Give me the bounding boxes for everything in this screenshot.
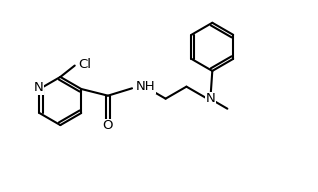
Text: NH: NH: [136, 80, 156, 93]
Text: N: N: [206, 92, 216, 105]
Text: O: O: [103, 119, 113, 132]
Text: Cl: Cl: [78, 58, 91, 71]
Text: N: N: [33, 81, 43, 94]
